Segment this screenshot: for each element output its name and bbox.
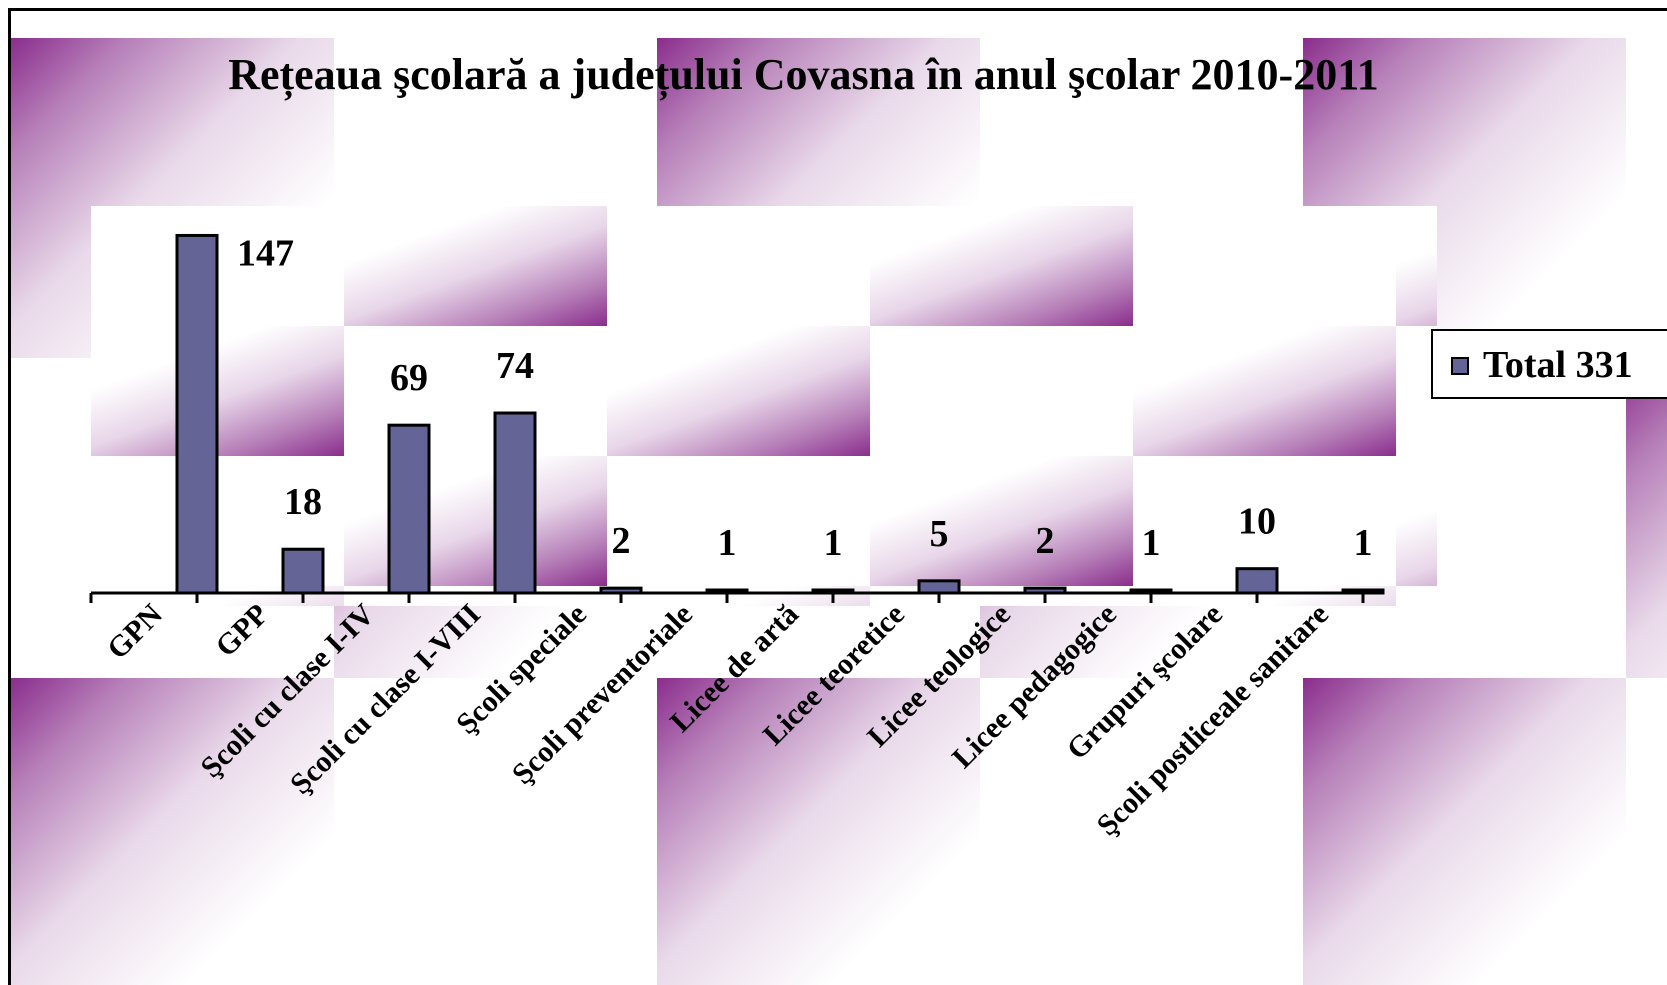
bar: [387, 423, 431, 595]
plot-tile: [870, 456, 1133, 586]
data-label: 74: [496, 345, 534, 387]
data-label: 1: [1142, 522, 1161, 564]
plot-tile: [870, 206, 1133, 326]
category-label: GPN: [101, 597, 169, 665]
legend: Total 331: [1431, 329, 1667, 399]
data-label: 1: [718, 522, 737, 564]
data-label: 69: [390, 357, 428, 399]
bar: [811, 588, 855, 595]
bar: [917, 579, 961, 595]
bar: [1235, 567, 1279, 595]
data-label: 1: [1354, 522, 1373, 564]
legend-swatch: [1451, 357, 1469, 375]
data-label: 1: [824, 522, 843, 564]
background-tile: [657, 678, 980, 985]
plot-tile: [607, 326, 870, 456]
category-label: Şcoli cu clase I-IV: [194, 597, 381, 784]
category-label: GPP: [209, 598, 275, 664]
bar: [599, 586, 643, 595]
plot-area-background: [91, 206, 1437, 606]
bar: [493, 411, 537, 595]
plot-tile: [344, 206, 607, 326]
bar: [705, 588, 749, 595]
bar: [1129, 588, 1173, 595]
plot-tile: [1133, 326, 1396, 456]
background-tile: [1303, 678, 1626, 985]
chart-title: Rețeaua şcolară a județului Covasna în a…: [228, 50, 1379, 99]
chart-area: Rețeaua şcolară a județului Covasna în a…: [8, 8, 1667, 985]
data-label: 18: [284, 481, 322, 523]
category-label: Şcoli preventoriale: [506, 598, 699, 791]
plot-tile: [1396, 206, 1437, 326]
category-label: Şcoli cu clase I-VIII: [284, 598, 487, 801]
plot-tile: [1396, 456, 1437, 586]
data-label: 10: [1238, 501, 1276, 543]
bar: [281, 547, 325, 595]
plot-tile: [607, 586, 870, 606]
data-label: 2: [612, 520, 631, 562]
plot-tile: [1133, 586, 1396, 606]
data-label: 2: [1036, 520, 1055, 562]
legend-label: Total 331: [1483, 344, 1633, 386]
bar: [175, 233, 219, 595]
plot-tile: [91, 586, 344, 606]
background-tile: [11, 678, 334, 985]
data-label: 147: [237, 232, 294, 274]
bar: [1023, 586, 1067, 595]
bar: [1341, 588, 1385, 595]
data-label: 5: [930, 513, 949, 555]
background-tile: [1626, 358, 1667, 678]
